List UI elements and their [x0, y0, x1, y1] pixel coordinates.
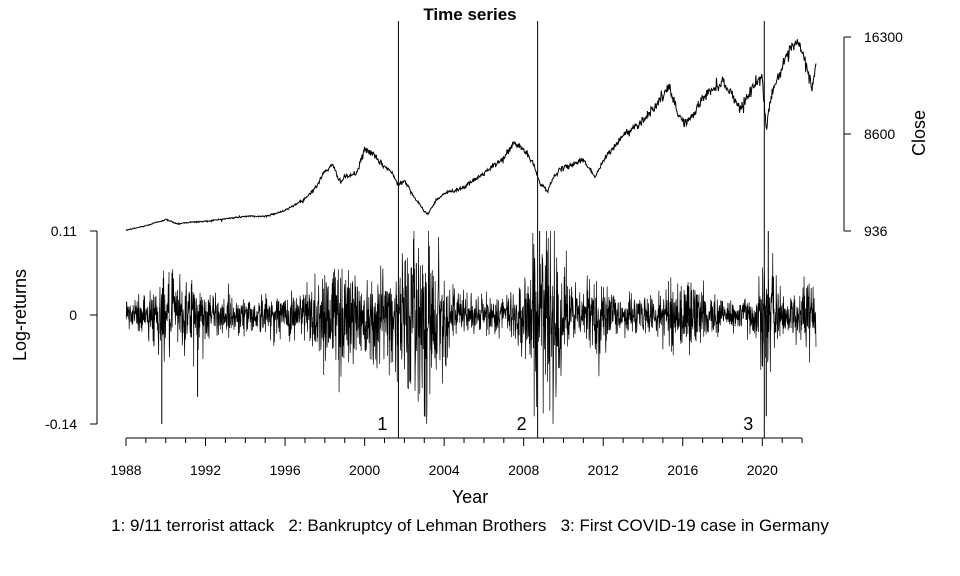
- close-series: [125, 39, 817, 231]
- close-price-line: [125, 39, 817, 231]
- x-tick-label: 1996: [269, 462, 300, 478]
- x-tick-label: 2004: [429, 462, 460, 478]
- event-lines: 1 2 3: [377, 21, 765, 438]
- left-axis: 0.11 0 -0.14: [45, 223, 98, 432]
- event-number-2: 2: [517, 414, 527, 434]
- left-tick-label: -0.14: [45, 416, 77, 432]
- x-tick-label: 1988: [110, 462, 141, 478]
- log-returns-series: [125, 230, 817, 425]
- x-tick-label: 2008: [508, 462, 539, 478]
- x-tick-label: 2020: [747, 462, 778, 478]
- right-tick-label: 16300: [864, 29, 903, 45]
- event-footnote: 1: 9/11 terrorist attack 2: Bankruptcy o…: [111, 516, 829, 535]
- x-axis: 1988 1992 1996 2000 2004 2008 2012 2016 2020: [110, 437, 803, 478]
- right-tick-label: 8600: [864, 126, 895, 142]
- x-tick-label: 2016: [667, 462, 698, 478]
- event-number-1: 1: [377, 414, 387, 434]
- x-tick-label: 1992: [190, 462, 221, 478]
- x-axis-label: Year: [452, 487, 488, 507]
- right-axis-label: Close: [909, 110, 929, 156]
- log-returns-line: [125, 230, 817, 425]
- x-tick-label: 2012: [588, 462, 619, 478]
- right-axis: 16300 8600 936: [843, 29, 903, 239]
- event-number-3: 3: [743, 414, 753, 434]
- left-tick-label: 0: [69, 307, 77, 323]
- left-tick-label: 0.11: [51, 223, 77, 239]
- right-tick-label: 936: [864, 223, 888, 239]
- chart-title: Time series: [423, 5, 516, 24]
- x-tick-label: 2000: [349, 462, 380, 478]
- left-axis-label: Log-returns: [10, 269, 30, 361]
